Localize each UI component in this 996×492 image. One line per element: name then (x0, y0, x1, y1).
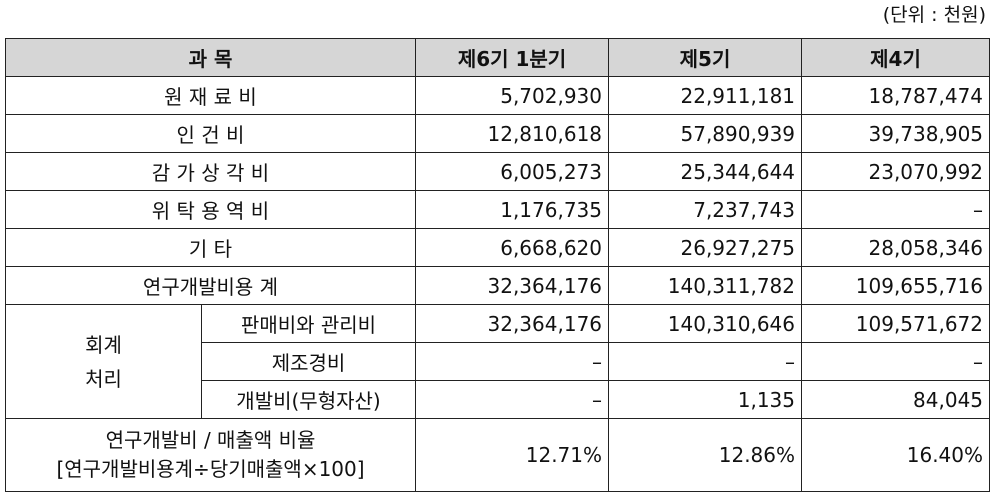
cell-period-4: 84,045 (801, 380, 991, 419)
cell-q1-6: – (415, 380, 610, 419)
cell-q1-6: 12.71% (415, 418, 610, 492)
cell-period-4: 16.40% (801, 418, 991, 492)
table-row-total: 연구개발비용 계 32,364,176 140,311,782 109,655,… (4, 266, 991, 305)
cell-period-5: 25,344,644 (608, 152, 803, 191)
row-label: 기 타 (4, 228, 417, 267)
row-label: 연구개발비용 계 (4, 266, 417, 305)
unit-label: (단위 : 천원) (882, 4, 986, 26)
cell-period-4: – (801, 342, 991, 381)
table-row: 감 가 상 각 비 6,005,273 25,344,644 23,070,99… (4, 152, 991, 191)
accounting-category-line2: 처리 (85, 366, 122, 391)
row-label: 원 재 료 비 (4, 76, 417, 115)
row-label: 제조경비 (200, 342, 417, 381)
row-label: 인 건 비 (4, 114, 417, 153)
row-label: 위 탁 용 역 비 (4, 190, 417, 229)
table-row: 인 건 비 12,810,618 57,890,939 39,738,905 (4, 114, 991, 153)
rnd-expense-table: 과 목 제6기 1분기 제5기 제4기 원 재 료 비 5,702,930 22… (4, 38, 991, 492)
cell-period-5: 140,310,646 (608, 304, 803, 343)
cell-period-4: 28,058,346 (801, 228, 991, 267)
header-q1-6: 제6기 1분기 (415, 38, 610, 77)
row-label: 개발비(무형자산) (200, 380, 417, 419)
cell-q1-6: 12,810,618 (415, 114, 610, 153)
cell-period-4: 18,787,474 (801, 76, 991, 115)
cell-period-4: 39,738,905 (801, 114, 991, 153)
cell-period-4: 23,070,992 (801, 152, 991, 191)
row-label: 판매비와 관리비 (200, 304, 417, 343)
ratio-label: 연구개발비 / 매출액 비율 [연구개발비용계÷당기매출액×100] (4, 418, 417, 492)
cell-q1-6: 6,005,273 (415, 152, 610, 191)
accounting-category: 회계 처리 (5, 304, 202, 419)
cell-period-5: 140,311,782 (608, 266, 803, 305)
cell-q1-6: 6,668,620 (415, 228, 610, 267)
cell-period-5: 26,927,275 (608, 228, 803, 267)
cell-period-4: 109,571,672 (801, 304, 991, 343)
header-period-4: 제4기 (801, 38, 991, 77)
header-item: 과 목 (4, 38, 417, 77)
table-row: 개발비(무형자산) – 1,135 84,045 (6, 380, 991, 419)
table-row: 기 타 6,668,620 26,927,275 28,058,346 (4, 228, 991, 267)
cell-period-4: – (801, 190, 991, 229)
cell-q1-6: 32,364,176 (415, 304, 610, 343)
table-row: 원 재 료 비 5,702,930 22,911,181 18,787,474 (4, 76, 991, 115)
cell-q1-6: 5,702,930 (415, 76, 610, 115)
cell-period-5: 7,237,743 (608, 190, 803, 229)
header-period-5: 제5기 (608, 38, 803, 77)
cell-q1-6: – (415, 342, 610, 381)
cell-period-5: – (608, 342, 803, 381)
cell-q1-6: 1,176,735 (415, 190, 610, 229)
cell-period-5: 1,135 (608, 380, 803, 419)
header-row: 과 목 제6기 1분기 제5기 제4기 (4, 38, 991, 77)
cell-q1-6: 32,364,176 (415, 266, 610, 305)
row-label: 감 가 상 각 비 (4, 152, 417, 191)
table-row-ratio: 연구개발비 / 매출액 비율 [연구개발비용계÷당기매출액×100] 12.71… (4, 418, 991, 492)
cell-period-4: 109,655,716 (801, 266, 991, 305)
accounting-category-line1: 회계 (85, 332, 122, 357)
ratio-label-line1: 연구개발비 / 매출액 비율 (105, 428, 316, 452)
table-row: 회계 처리 판매비와 관리비 32,364,176 140,310,646 10… (5, 304, 991, 419)
cell-period-5: 57,890,939 (608, 114, 803, 153)
ratio-label-line2: [연구개발비용계÷당기매출액×100] (56, 457, 365, 481)
cell-period-5: 12.86% (608, 418, 803, 492)
cell-period-5: 22,911,181 (608, 76, 803, 115)
table-row: 위 탁 용 역 비 1,176,735 7,237,743 – (4, 190, 991, 229)
